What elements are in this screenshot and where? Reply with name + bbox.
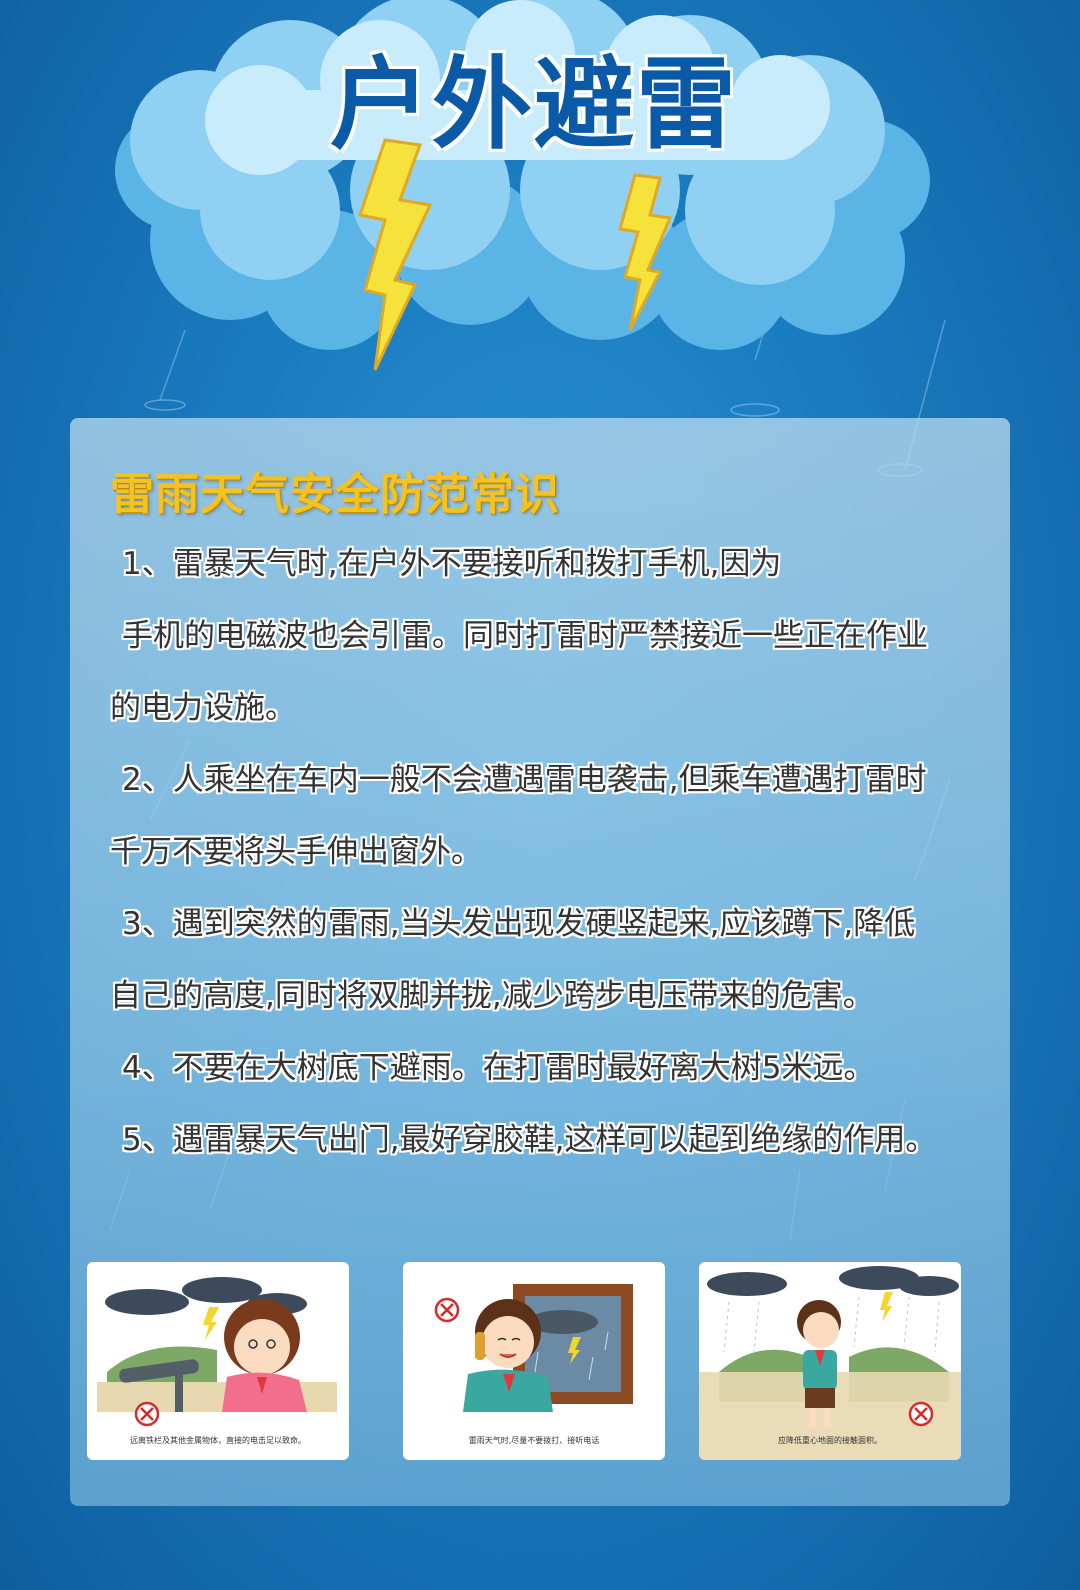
tip-line: 的电力设施。 [110,690,296,726]
tip-line: 3、遇到突然的雷雨,当头发出现发硬竖起来,应该蹲下,降低 [122,906,916,942]
illustration-cards: 远离铁栏及其他金属物体，直接的电击足以致命。 雷雨天气时,尽量不要拨打、接听电 [87,1262,993,1462]
illustration-card: 远离铁栏及其他金属物体，直接的电击足以致命。 [87,1262,349,1460]
card-caption: 应降低重心地面的接触面积。 [778,1436,882,1445]
section-heading: 雷雨天气安全防范常识 [110,469,560,520]
tips-list: 1、雷暴天气时,在户外不要接听和拨打手机,因为 手机的电磁波也会引雷。同时打雷时… [110,528,970,1176]
card-caption: 远离铁栏及其他金属物体，直接的电击足以致命。 [130,1436,306,1445]
illustration-card: 应降低重心地面的接触面积。 [699,1262,961,1460]
boy-in-rain-illustration [699,1266,961,1460]
tip-line: 自己的高度,同时将双脚并拢,减少跨步电压带来的危害。 [110,978,874,1014]
illustration-card: 雷雨天气时,尽量不要拨打、接听电话 [403,1262,665,1460]
tip-line: 1、雷暴天气时,在户外不要接听和拨打手机,因为 [122,546,782,582]
telescope-illustration [97,1277,337,1427]
lightning-bolt-left [358,138,433,371]
cloud-illustration [115,0,930,371]
tip-line: 5、遇雷暴天气出门,最好穿胶鞋,这样可以起到绝缘的作用。 [122,1122,937,1158]
safety-tips-panel: 雷雨天气安全防范常识 1、雷暴天气时,在户外不要接听和拨打手机,因为 手机的电磁… [70,418,1010,1506]
tip-line: 2、人乘坐在车内一般不会遭遇雷电袭击,但乘车遭遇打雷时 [122,762,927,798]
tip-line: 4、不要在大树底下避雨。在打雷时最好离大树5米远。 [122,1050,875,1086]
tip-line: 千万不要将头手伸出窗外。 [110,834,482,870]
lightning-bolt-right [618,173,673,331]
tip-line: 手机的电磁波也会引雷。同时打雷时严禁接近一些正在作业 [122,618,928,654]
page-title: 户外避雷 [330,46,738,163]
phone-illustration [434,1284,633,1412]
card-caption: 雷雨天气时,尽量不要拨打、接听电话 [468,1436,600,1445]
header: 户外避雷 [0,0,1080,420]
